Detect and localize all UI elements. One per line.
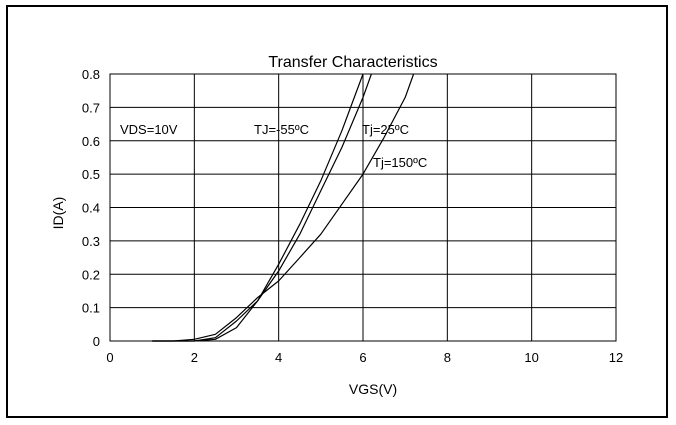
x-tick-label: 6 xyxy=(359,350,366,365)
vds-condition-label: VDS=10V xyxy=(120,122,178,137)
y-tick-label: 0.4 xyxy=(82,201,100,216)
chart-frame: Transfer Characteristics 0 2 4 6 8 10 12 0 0.1 0.… xyxy=(6,5,668,418)
y-tick-label: 0.1 xyxy=(82,301,100,316)
chart-title: Transfer Characteristics xyxy=(268,54,437,71)
series-line xyxy=(152,73,415,342)
x-tick-label: 8 xyxy=(444,350,451,365)
y-tick-label: 0.8 xyxy=(82,67,100,82)
x-tick-label: 4 xyxy=(275,350,282,365)
y-tick-label: 0.6 xyxy=(82,134,100,149)
x-tick-label: 10 xyxy=(524,350,538,365)
tj-150-label: Tj=150ºC xyxy=(373,155,427,170)
transfer-characteristics-chart: Transfer Characteristics 0 2 4 6 8 10 12 0 0.1 0.… xyxy=(50,54,623,397)
tick-labels: 0 2 4 6 8 10 12 0 0.1 0.2 0.3 0.4 0.5 0.6 0.7 0.8 xyxy=(82,67,623,365)
x-tick-label: 2 xyxy=(191,350,198,365)
tj-25-label: Tj=25ºC xyxy=(362,122,409,137)
plot-area xyxy=(109,73,617,342)
grid-lines xyxy=(109,73,617,342)
y-tick-label: 0.2 xyxy=(82,267,100,282)
x-tick-label: 0 xyxy=(106,350,113,365)
x-tick-label: 12 xyxy=(609,350,623,365)
y-tick-label: 0 xyxy=(93,334,100,349)
x-axis-label: VGS(V) xyxy=(349,381,397,397)
y-tick-label: 0.7 xyxy=(82,100,100,115)
tj-minus55-label: TJ=-55ºC xyxy=(254,122,309,137)
y-tick-label: 0.5 xyxy=(82,167,100,182)
y-tick-label: 0.3 xyxy=(82,234,100,249)
y-axis-label: ID(A) xyxy=(50,197,66,230)
